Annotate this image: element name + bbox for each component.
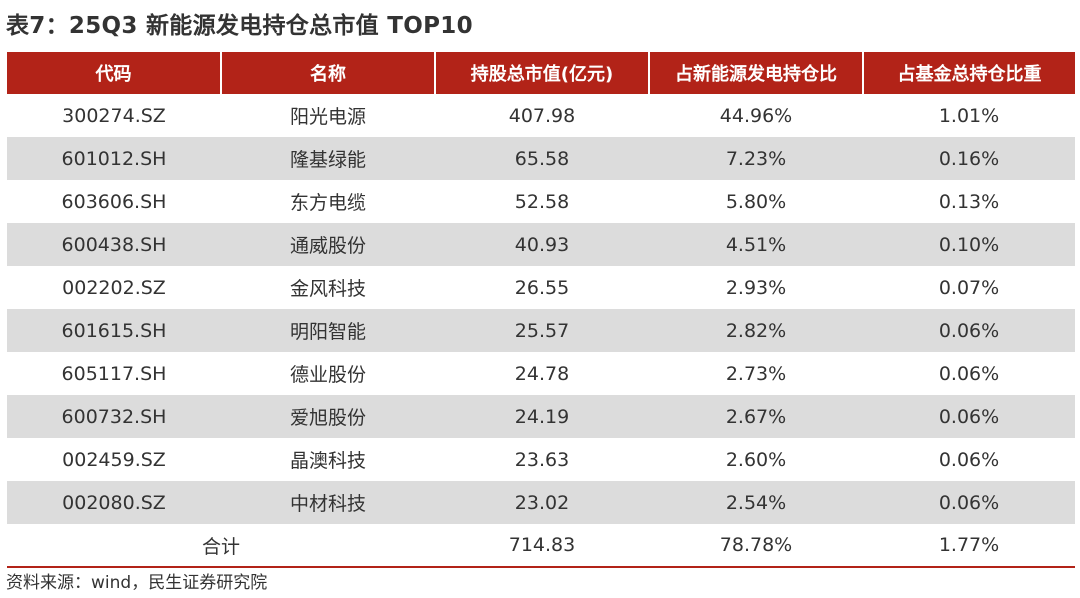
total-fund-share: 1.77% — [863, 524, 1075, 568]
table-row: 300274.SZ 阳光电源 407.98 44.96% 1.01% — [7, 94, 1075, 137]
cell-sector-share: 4.51% — [725, 233, 787, 256]
cell-code: 605117.SH — [61, 362, 167, 385]
cell-fund-share: 0.06% — [938, 319, 1000, 342]
cell-fund-share: 0.06% — [938, 491, 1000, 514]
table-row: 601615.SH 明阳智能 25.57 2.82% 0.06% — [7, 309, 1075, 352]
cell-code: 300274.SZ — [62, 104, 166, 127]
cell-market-value: 24.19 — [514, 405, 570, 428]
cell-fund-share: 1.01% — [938, 104, 1000, 127]
cell-market-value: 52.58 — [514, 190, 570, 213]
cell-fund-share: 0.13% — [938, 190, 1000, 213]
cell-name: 中材科技 — [289, 493, 366, 515]
cell-code: 002202.SZ — [62, 276, 166, 299]
cell-name: 德业股份 — [289, 364, 366, 386]
cell-code: 603606.SH — [61, 190, 167, 213]
table-row: 603606.SH 东方电缆 52.58 5.80% 0.13% — [7, 180, 1075, 223]
cell-market-value: 407.98 — [508, 104, 576, 127]
header-market-value: 持股总市值(亿元) — [434, 52, 649, 94]
cell-market-value: 65.58 — [514, 147, 570, 170]
cell-fund-share: 0.10% — [938, 233, 1000, 256]
table-row: 002202.SZ 金风科技 26.55 2.93% 0.07% — [7, 266, 1075, 309]
cell-market-value: 24.78 — [514, 362, 570, 385]
cell-name: 通威股份 — [289, 235, 366, 257]
table-row: 002080.SZ 中材科技 23.02 2.54% 0.06% — [7, 481, 1075, 524]
cell-market-value: 23.02 — [514, 491, 570, 514]
header-code: 代码 — [95, 64, 132, 85]
cell-fund-share: 0.06% — [938, 405, 1000, 428]
table-header-row: 代码 名称 持股总市值(亿元) 占新能源发电持仓比 占基金总持仓比重 — [7, 52, 1075, 94]
cell-market-value: 26.55 — [514, 276, 570, 299]
cell-code: 601615.SH — [61, 319, 167, 342]
cell-sector-share: 2.60% — [725, 448, 787, 471]
cell-name: 晶澳科技 — [289, 450, 366, 472]
table-row: 002459.SZ 晶澳科技 23.63 2.60% 0.06% — [7, 438, 1075, 481]
total-market-value: 714.83 — [435, 524, 649, 568]
cell-sector-share: 5.80% — [725, 190, 787, 213]
cell-sector-share: 7.23% — [725, 147, 787, 170]
cell-sector-share: 2.54% — [725, 491, 787, 514]
table-row: 600732.SH 爱旭股份 24.19 2.67% 0.06% — [7, 395, 1075, 438]
cell-market-value: 25.57 — [514, 319, 570, 342]
cell-sector-share: 2.93% — [725, 276, 787, 299]
holdings-table: 代码 名称 持股总市值(亿元) 占新能源发电持仓比 占基金总持仓比重 30027… — [7, 52, 1075, 568]
cell-fund-share: 0.06% — [938, 448, 1000, 471]
cell-sector-share: 2.73% — [725, 362, 787, 385]
source-note: 资料来源：wind，民生证券研究院 — [6, 573, 268, 593]
total-sector-share: 78.78% — [649, 524, 863, 568]
cell-code: 600732.SH — [61, 405, 167, 428]
data-table-container: 代码 名称 持股总市值(亿元) 占新能源发电持仓比 占基金总持仓比重 30027… — [7, 52, 1075, 568]
cell-name: 隆基绿能 — [289, 149, 366, 171]
cell-code: 002080.SZ — [62, 491, 166, 514]
cell-name: 金风科技 — [289, 278, 366, 300]
table-title: 表7：25Q3 新能源发电持仓总市值 TOP10 — [6, 13, 473, 39]
header-name: 名称 — [220, 52, 435, 94]
cell-fund-share: 0.16% — [938, 147, 1000, 170]
cell-code: 600438.SH — [61, 233, 167, 256]
cell-market-value: 23.63 — [514, 448, 570, 471]
total-row: 合计 714.83 78.78% 1.77% — [7, 524, 1075, 568]
table-row: 605117.SH 德业股份 24.78 2.73% 0.06% — [7, 352, 1075, 395]
cell-name: 明阳智能 — [289, 321, 366, 343]
cell-name: 东方电缆 — [289, 192, 366, 214]
cell-fund-share: 0.06% — [938, 362, 1000, 385]
cell-sector-share: 2.67% — [725, 405, 787, 428]
total-label: 合计 — [7, 524, 435, 568]
header-sector-share: 占新能源发电持仓比 — [648, 52, 863, 94]
cell-code: 002459.SZ — [62, 448, 166, 471]
cell-code: 601012.SH — [61, 147, 167, 170]
cell-fund-share: 0.07% — [938, 276, 1000, 299]
table-row: 601012.SH 隆基绿能 65.58 7.23% 0.16% — [7, 137, 1075, 180]
cell-market-value: 40.93 — [514, 233, 570, 256]
cell-name: 爱旭股份 — [289, 407, 366, 429]
table-row: 600438.SH 通威股份 40.93 4.51% 0.10% — [7, 223, 1075, 266]
cell-sector-share: 2.82% — [725, 319, 787, 342]
cell-sector-share: 44.96% — [719, 104, 793, 127]
cell-name: 阳光电源 — [289, 106, 366, 128]
header-fund-share: 占基金总持仓比重 — [862, 52, 1075, 94]
